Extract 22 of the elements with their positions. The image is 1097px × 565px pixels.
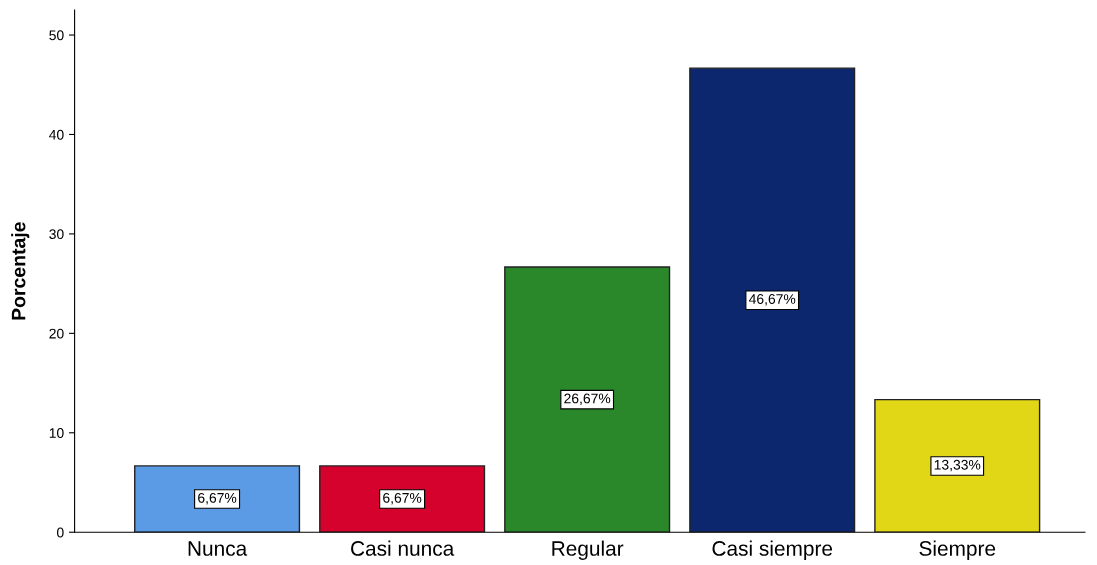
y-tick-label: 50 [49,30,64,41]
data-label: 26,67% [564,393,611,405]
bar [134,465,301,533]
data-label: 13,33% [934,459,981,472]
y-tick-label: 30 [49,229,64,240]
y-tick-label: 10 [49,428,64,438]
x-tick-label: Nunca [188,541,248,556]
bar [689,67,856,533]
x-tick-label: Casi nunca [351,540,455,556]
bar [874,398,1041,533]
data-label: 46,67% [748,294,796,306]
x-tick-label: Casi siempre [712,540,833,560]
bar [319,465,486,533]
bar [504,266,671,533]
y-tick-label: 20 [49,328,64,339]
x-tick-label: Siempre [919,540,996,560]
y-tick-label: 40 [49,129,64,140]
y-axis-title: Porcentaje [11,222,30,320]
x-tick-label: Regular [552,540,624,560]
y-tick-label: 0 [57,527,64,538]
data-label: 6,67% [383,492,422,505]
data-label: 6,67% [198,492,237,505]
